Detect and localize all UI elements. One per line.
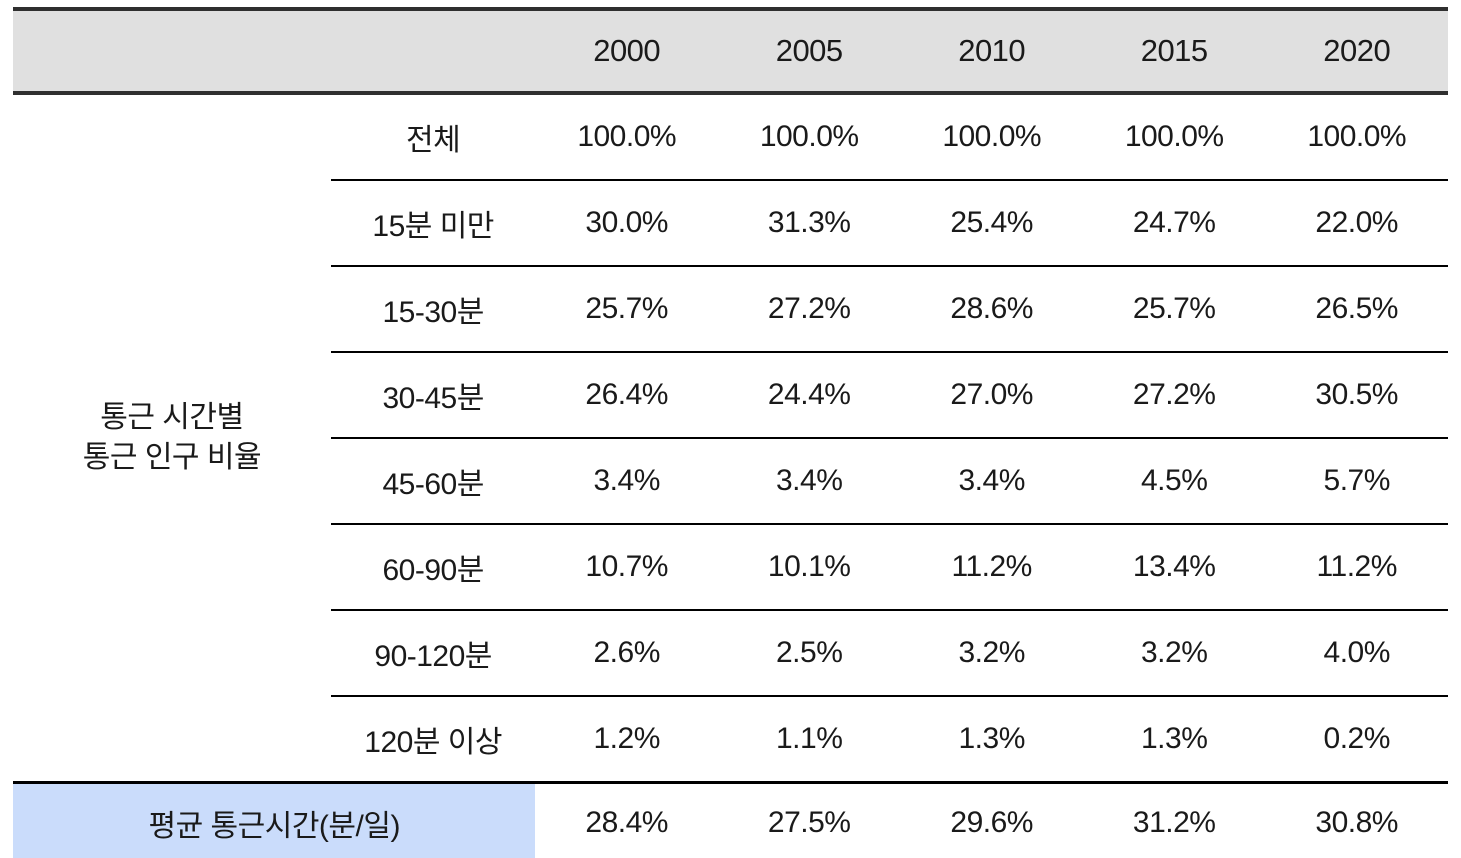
table-footer: 평균 통근시간(분/일) 28.4% 27.5% 29.6% 31.2% 30.… <box>13 781 1448 858</box>
value-cell: 26.4% <box>535 351 718 438</box>
value-cell: 13.4% <box>1082 523 1266 610</box>
value-cell: 3.2% <box>900 609 1083 696</box>
year-header-2015: 2015 <box>1082 9 1266 95</box>
value-cell: 1.3% <box>1082 695 1266 783</box>
value-cell: 30.5% <box>1265 351 1448 438</box>
year-header-2010: 2010 <box>900 9 1083 95</box>
category-group-cell: 통근 시간별 통근 인구 비율 <box>13 93 331 783</box>
value-cell: 24.7% <box>1082 179 1266 266</box>
value-cell: 29.6% <box>900 781 1083 858</box>
value-cell: 0.2% <box>1265 695 1448 783</box>
table-row-under15: 15분 미만 30.0% 31.3% 25.4% 24.7% 22.0% <box>13 179 1448 266</box>
table-body: 통근 시간별 통근 인구 비율 전체 100.0% 100.0% 100.0% … <box>13 93 1448 783</box>
value-cell: 22.0% <box>1265 179 1448 266</box>
value-cell: 24.4% <box>717 351 901 438</box>
value-cell: 100.0% <box>900 93 1083 180</box>
table-header: 2000 2005 2010 2015 2020 <box>13 9 1448 95</box>
table-row-total: 통근 시간별 통근 인구 비율 전체 100.0% 100.0% 100.0% … <box>13 93 1448 783</box>
value-cell: 28.4% <box>535 781 718 858</box>
value-cell: 2.5% <box>717 609 901 696</box>
table-row-over120: 120분 이상 1.2% 1.1% 1.3% 1.3% 0.2% <box>13 695 1448 783</box>
value-cell: 4.0% <box>1265 609 1448 696</box>
table-row-average: 평균 통근시간(분/일) 28.4% 27.5% 29.6% 31.2% 30.… <box>13 781 1448 858</box>
row-label: 60-90분 <box>330 523 536 610</box>
value-cell: 3.2% <box>1082 609 1266 696</box>
year-header-2000: 2000 <box>535 9 718 95</box>
header-row: 2000 2005 2010 2015 2020 <box>13 9 1448 95</box>
value-cell: 27.5% <box>717 781 901 858</box>
table-row-60-90: 60-90분 10.7% 10.1% 11.2% 13.4% 11.2% <box>13 523 1448 610</box>
row-label: 15분 미만 <box>330 179 536 266</box>
value-cell: 27.2% <box>1082 351 1266 438</box>
table-row-45-60: 45-60분 3.4% 3.4% 3.4% 4.5% 5.7% <box>13 437 1448 524</box>
row-label: 45-60분 <box>330 437 536 524</box>
value-cell: 5.7% <box>1265 437 1448 524</box>
value-cell: 30.0% <box>535 179 718 266</box>
value-cell: 10.7% <box>535 523 718 610</box>
value-cell: 3.4% <box>717 437 901 524</box>
row-label: 90-120분 <box>330 609 536 696</box>
value-cell: 4.5% <box>1082 437 1266 524</box>
footer-label: 평균 통근시간(분/일) <box>13 781 536 858</box>
row-label: 30-45분 <box>330 351 536 438</box>
row-label: 120분 이상 <box>330 695 536 783</box>
value-cell: 25.7% <box>1082 265 1266 352</box>
value-cell: 25.7% <box>535 265 718 352</box>
category-label-line2: 통근 인구 비율 <box>82 441 262 474</box>
value-cell: 3.4% <box>900 437 1083 524</box>
category-label-line1: 통근 시간별 <box>100 400 244 434</box>
table-row-15-30: 15-30분 25.7% 27.2% 28.6% 25.7% 26.5% <box>13 265 1448 352</box>
value-cell: 25.4% <box>900 179 1083 266</box>
value-cell: 30.8% <box>1265 781 1448 858</box>
value-cell: 100.0% <box>535 93 718 180</box>
row-label: 전체 <box>330 93 536 180</box>
header-empty-cell <box>13 9 536 95</box>
value-cell: 27.0% <box>900 351 1083 438</box>
value-cell: 11.2% <box>1265 523 1448 610</box>
value-cell: 2.6% <box>535 609 718 696</box>
year-header-2020: 2020 <box>1265 9 1448 95</box>
value-cell: 10.1% <box>717 523 901 610</box>
value-cell: 1.3% <box>900 695 1083 783</box>
value-cell: 31.2% <box>1082 781 1266 858</box>
table-row-30-45: 30-45분 26.4% 24.4% 27.0% 27.2% 30.5% <box>13 351 1448 438</box>
value-cell: 3.4% <box>535 437 718 524</box>
value-cell: 26.5% <box>1265 265 1448 352</box>
commute-time-table: 2000 2005 2010 2015 2020 통근 시간별 통근 인구 비율… <box>13 7 1448 858</box>
value-cell: 1.2% <box>535 695 718 783</box>
value-cell: 1.1% <box>717 695 901 783</box>
value-cell: 31.3% <box>717 179 901 266</box>
value-cell: 100.0% <box>1082 93 1266 180</box>
row-label: 15-30분 <box>330 265 536 352</box>
value-cell: 27.2% <box>717 265 901 352</box>
value-cell: 100.0% <box>717 93 901 180</box>
value-cell: 11.2% <box>900 523 1083 610</box>
year-header-2005: 2005 <box>717 9 901 95</box>
value-cell: 100.0% <box>1265 93 1448 180</box>
value-cell: 28.6% <box>900 265 1083 352</box>
table-row-90-120: 90-120분 2.6% 2.5% 3.2% 3.2% 4.0% <box>13 609 1448 696</box>
